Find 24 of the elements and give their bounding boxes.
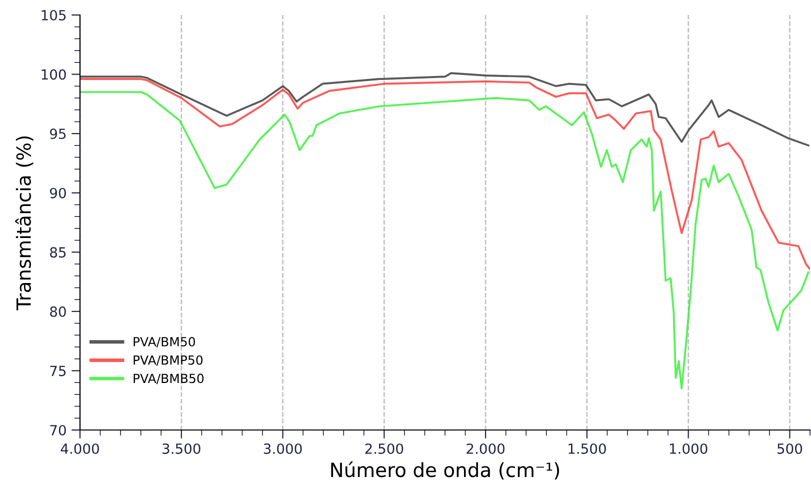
legend-label: PVA/BMP50 xyxy=(134,355,203,366)
legend-label: PVA/BM50 xyxy=(134,336,195,348)
y-tick-label: 70 xyxy=(50,424,66,436)
legend-label: PVA/BMB50 xyxy=(134,374,204,384)
x-tick-label: 2.000 xyxy=(466,443,505,454)
x-tick-label: 1.000 xyxy=(670,443,708,454)
line-series xyxy=(80,72,810,146)
x-axis-title: Número de onda (cm⁻¹) xyxy=(331,461,560,480)
y-tick-label: 95 xyxy=(50,128,66,140)
line-series xyxy=(80,78,810,270)
line-series xyxy=(80,91,810,390)
x-tick-label: 3.500 xyxy=(162,443,200,454)
x-tick-label: 2.500 xyxy=(365,443,404,454)
y-axis-title: Transmitância (%) xyxy=(15,136,34,310)
y-tick-label: 90 xyxy=(50,188,66,198)
x-tick-label: 500 xyxy=(778,443,802,454)
y-tick-label: 75 xyxy=(50,366,66,376)
y-tick-label: 80 xyxy=(50,306,66,317)
y-tick-label: 85 xyxy=(50,247,66,258)
x-tick-label: 4.000 xyxy=(60,443,99,454)
x-tick-label: 3.000 xyxy=(264,443,302,454)
y-tick-label: 105 xyxy=(42,10,66,20)
y-tick-label: 100 xyxy=(42,69,66,80)
x-tick-label: 1.500 xyxy=(568,443,606,454)
